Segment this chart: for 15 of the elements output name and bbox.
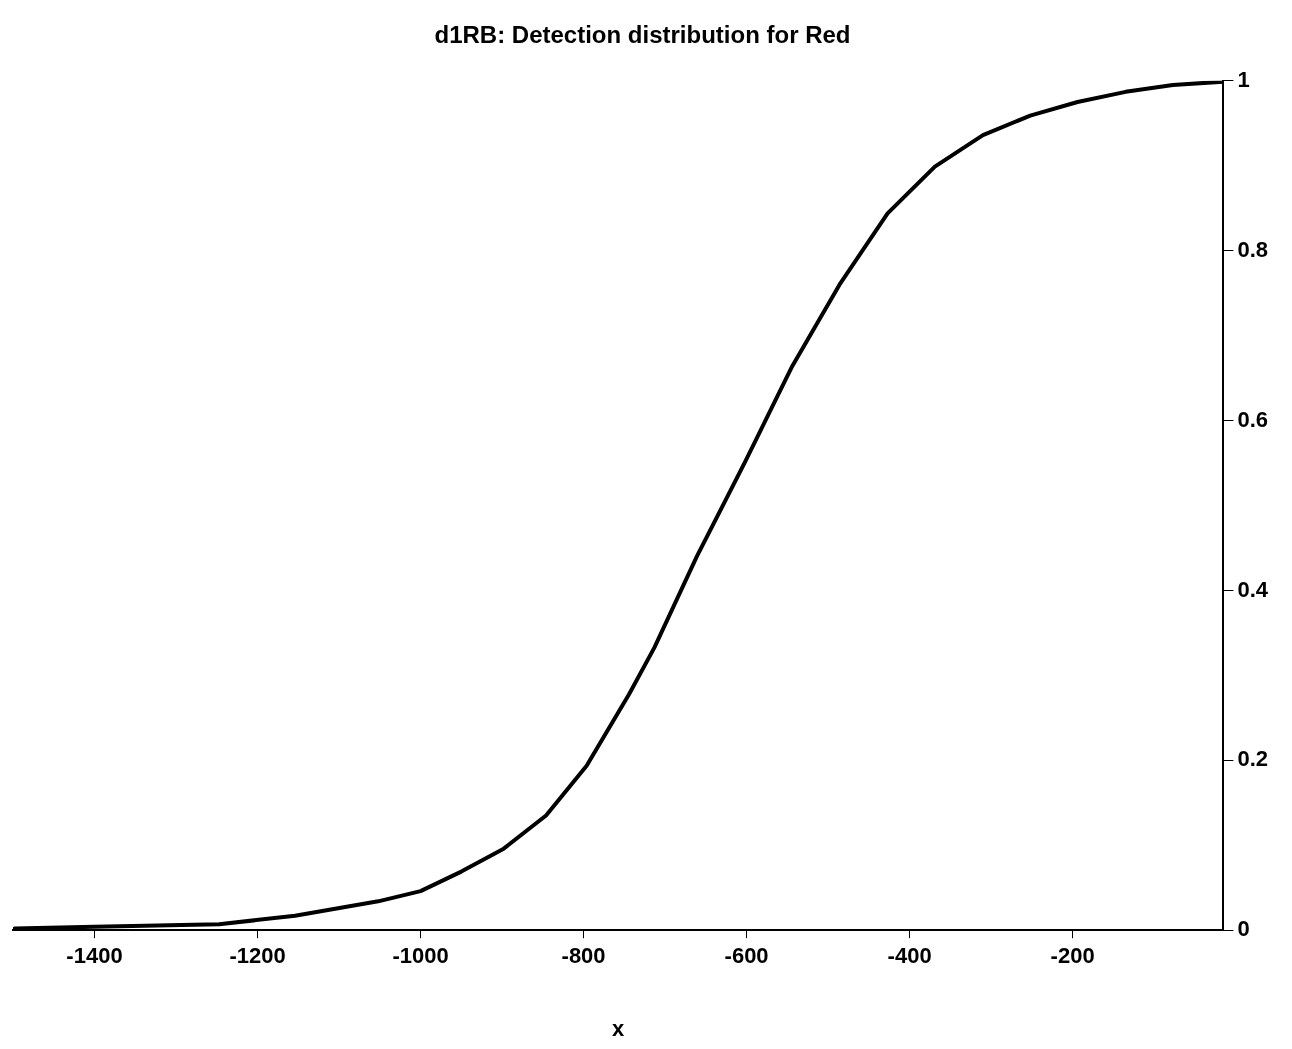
x-tick-label: -800 — [561, 943, 606, 969]
chart-title: d1RB: Detection distribution for Red — [434, 21, 851, 49]
y-tick-label: 0.6 — [1237, 406, 1269, 432]
x-tick-label: -600 — [724, 943, 769, 969]
y-tick-label: 0.2 — [1237, 746, 1269, 772]
y-tick-label: 0.4 — [1237, 576, 1269, 602]
y-tick-label: 1 — [1237, 66, 1250, 92]
x-tick-label: -1000 — [392, 943, 449, 969]
x-tick-label: -1200 — [229, 943, 286, 969]
x-tick-label: -1400 — [66, 943, 123, 969]
y-tick-label: 0.8 — [1237, 236, 1269, 262]
x-axis-title: x — [612, 1015, 626, 1041]
x-tick-label: -400 — [887, 943, 932, 969]
y-tick-label: 0 — [1237, 916, 1250, 942]
x-tick-label: -200 — [1050, 943, 1095, 969]
